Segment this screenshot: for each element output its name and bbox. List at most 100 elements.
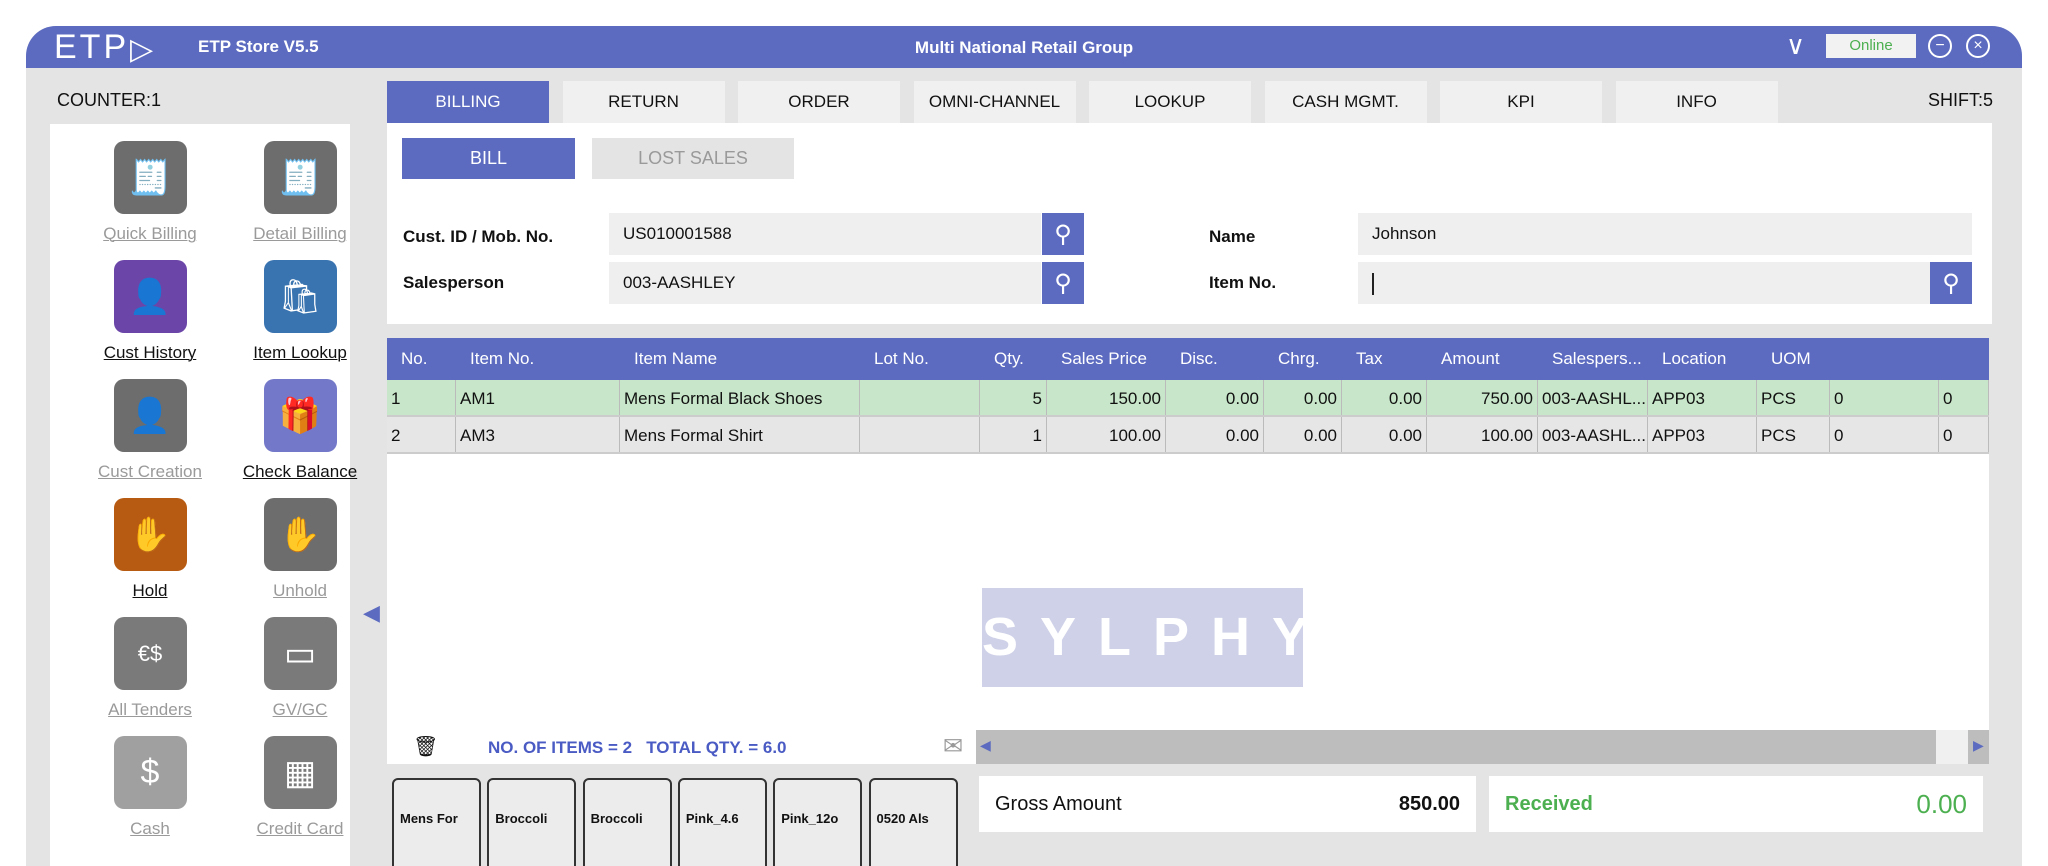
table-cell: 5 <box>980 380 1047 415</box>
collapse-sidebar-arrow-icon[interactable]: ◀ <box>363 600 380 625</box>
quick-item-button[interactable]: Broccoli <box>582 778 672 866</box>
quick-item-button[interactable]: Pink_12o <box>773 778 863 866</box>
quick-item-button[interactable]: 0520 Als <box>868 778 958 866</box>
minimize-icon[interactable]: − <box>1928 34 1952 58</box>
sidebar-item-label: Cust History <box>103 343 197 362</box>
salesperson-label: Salesperson <box>403 273 505 292</box>
sidebar-item-label: Credit Card <box>256 819 344 838</box>
column-header[interactable]: Tax <box>1356 349 1383 368</box>
table-cell: 0.00 <box>1166 380 1264 415</box>
sidebar-item-unhold[interactable]: ✋ Unhold <box>225 498 375 601</box>
column-header[interactable] <box>1939 338 1989 380</box>
gross-amount-panel: Gross Amount 850.00 <box>979 776 1476 832</box>
scroll-right-icon[interactable]: ▶ <box>1973 737 1984 753</box>
sidebar-item-label: Detail Billing <box>253 224 347 243</box>
receipt-list-icon: 🧾 <box>263 141 337 214</box>
cust-id-input[interactable]: US010001588 <box>609 213 1041 255</box>
counter-label: COUNTER:1 <box>57 90 162 110</box>
tab-cash-mgmt-[interactable]: CASH MGMT. <box>1264 81 1427 123</box>
received-label: Received <box>1505 793 1593 815</box>
item-no-input[interactable] <box>1358 262 1930 304</box>
tab-return[interactable]: RETURN <box>562 81 725 123</box>
item-search-button[interactable]: ⚲ <box>1930 262 1972 304</box>
sidebar-item-hold[interactable]: ✋ Hold <box>75 498 225 601</box>
items-summary: NO. OF ITEMS = 2 TOTAL QTY. = 6.0 <box>488 738 787 757</box>
column-header[interactable]: UOM <box>1771 349 1811 368</box>
sidebar-item-label: All Tenders <box>108 700 192 719</box>
table-row[interactable]: 2 AM3 Mens Formal Shirt 1 100.00 0.00 0.00 0.00… <box>387 417 1989 454</box>
name-input[interactable]: Johnson <box>1358 213 1972 255</box>
table-cell <box>860 417 980 452</box>
table-cell: AM1 <box>456 380 620 415</box>
billing-panel: BILL LOST SALES Cust. ID / Mob. No. US01… <box>387 123 1992 324</box>
app-name: ETP Store V5.5 <box>198 37 319 56</box>
sidebar-item-check-balance[interactable]: 🎁 Check Balance <box>225 379 375 482</box>
shopping-bag-search-icon: 🛍 <box>263 260 337 333</box>
tab-info[interactable]: INFO <box>1615 81 1778 123</box>
name-label: Name <box>1209 227 1256 246</box>
quick-item-button[interactable]: Broccoli <box>487 778 577 866</box>
column-header[interactable]: Qty. <box>994 349 1024 368</box>
scroll-left-icon[interactable]: ◀ <box>980 737 991 753</box>
salesperson-input[interactable]: 003-AASHLEY <box>609 262 1041 304</box>
tab-lookup[interactable]: LOOKUP <box>1089 81 1251 123</box>
column-header[interactable]: Chrg. <box>1278 349 1320 368</box>
table-cell <box>860 380 980 415</box>
sidebar-item-detail-billing[interactable]: 🧾 Detail Billing <box>225 141 375 244</box>
sidebar-item-cust-history[interactable]: 👤 Cust History <box>75 260 225 363</box>
close-icon[interactable]: × <box>1966 34 1990 58</box>
sidebar-item-label: Hold <box>132 581 168 600</box>
column-header[interactable]: Item No. <box>470 349 535 368</box>
tab-kpi[interactable]: KPI <box>1440 81 1602 123</box>
grid-header: No. Item No. Item Name Lot No. Qty. Sales Pri… <box>387 338 1989 380</box>
column-header[interactable]: No. <box>401 349 428 368</box>
scroll-thumb[interactable] <box>1936 730 1968 764</box>
envelope-icon[interactable]: ✉ <box>943 733 964 760</box>
table-row[interactable]: 1 AM1 Mens Formal Black Shoes 5 150.00 0.00 0.… <box>387 380 1989 417</box>
column-header[interactable] <box>1830 338 1939 380</box>
table-cell: 0.00 <box>1342 380 1427 415</box>
table-cell: PCS <box>1757 417 1830 452</box>
online-status-badge: Online <box>1826 34 1916 58</box>
chevron-down-icon[interactable]: ∨ <box>1786 30 1806 60</box>
column-header[interactable]: Location <box>1662 349 1727 368</box>
column-header[interactable]: Salespers... <box>1552 349 1642 368</box>
sidebar-item-gv-gc[interactable]: ▭ GV/GC <box>225 617 375 720</box>
tab-billing[interactable]: BILLING <box>387 81 549 123</box>
table-cell: 003-AASHL... <box>1538 380 1648 415</box>
column-header[interactable]: Item Name <box>634 349 718 368</box>
etp-logo: ETP <box>54 28 130 66</box>
column-header[interactable]: Disc. <box>1180 349 1218 368</box>
table-cell: 1 <box>387 380 456 415</box>
cust-search-button[interactable]: ⚲ <box>1042 213 1084 255</box>
tab-omni-channel[interactable]: OMNI-CHANNEL <box>913 81 1076 123</box>
credit-card-icon: ▦ <box>263 736 337 809</box>
sidebar-item-label: Item Lookup <box>253 343 347 362</box>
table-cell: AM3 <box>456 417 620 452</box>
sidebar-item-item-lookup[interactable]: 🛍 Item Lookup <box>225 260 375 363</box>
sidebar-item-cust-creation[interactable]: 👤 Cust Creation <box>75 379 225 482</box>
sidebar-item-quick-billing[interactable]: 🧾 Quick Billing <box>75 141 225 244</box>
sidebar-item-all-tenders[interactable]: €$ All Tenders <box>75 617 225 720</box>
column-header[interactable]: Sales Price <box>1061 349 1147 368</box>
gift-card-icon: ▭ <box>263 617 337 690</box>
lost-sales-subtab[interactable]: LOST SALES <box>592 138 794 179</box>
trash-icon[interactable]: 🗑 <box>413 736 439 758</box>
quick-item-button[interactable]: Pink_4.6 <box>677 778 767 866</box>
column-header[interactable]: Amount <box>1441 349 1500 368</box>
horizontal-scrollbar[interactable]: ◀ ▶ <box>976 730 1989 764</box>
sidebar-item-credit-card[interactable]: ▦ Credit Card <box>225 736 375 839</box>
table-cell: Mens Formal Shirt <box>620 417 860 452</box>
received-value: 0.00 <box>1916 789 1967 819</box>
tab-order[interactable]: ORDER <box>738 81 900 123</box>
quick-item-button[interactable]: Mens For <box>392 778 481 866</box>
sidebar-item-cash[interactable]: $ Cash <box>75 736 225 839</box>
column-header[interactable]: Lot No. <box>874 349 929 368</box>
app-window: ETP ▷ ETP Store V5.5 Multi National Reta… <box>26 26 2022 866</box>
bill-subtab[interactable]: BILL <box>402 138 575 179</box>
customer-history-icon: 👤 <box>113 260 187 333</box>
salesperson-search-button[interactable]: ⚲ <box>1042 262 1084 304</box>
table-cell: 0.00 <box>1342 417 1427 452</box>
table-cell: 0.00 <box>1264 417 1342 452</box>
table-cell: 0.00 <box>1166 417 1264 452</box>
